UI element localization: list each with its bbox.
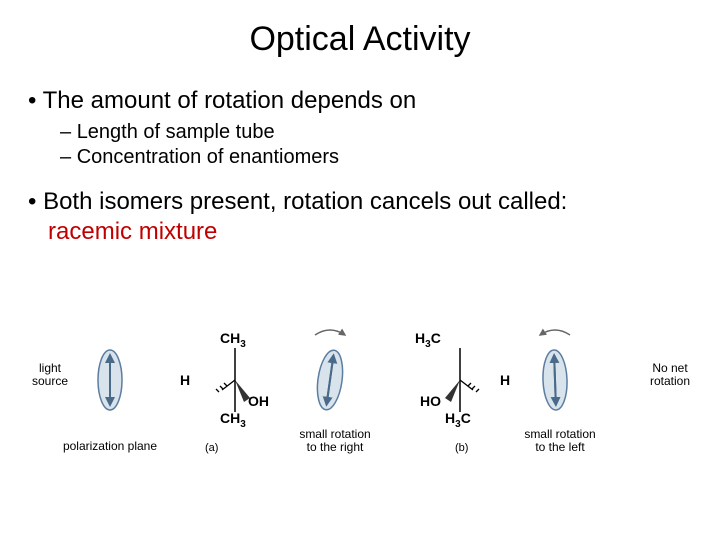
label-ho-b: HO [420, 393, 441, 409]
label-ch3-bot-a: CH3 [220, 410, 246, 430]
label-polarization-plane: polarization plane [50, 440, 170, 453]
ellipse-rot-left [542, 350, 568, 411]
label-ch3-top-a: CH3 [220, 330, 246, 350]
label-h3c-top-b: H3C [415, 330, 441, 350]
label-rot-right: small rotationto the right [295, 428, 375, 454]
label-light-source: lightsource [20, 362, 80, 388]
label-rot-left: small rotationto the left [520, 428, 600, 454]
bullet-sub-2-text: Concentration of enantiomers [77, 146, 339, 168]
bullet-main-2-highlight: racemic mixture [48, 218, 217, 245]
label-h3c-bot-b: H3C [445, 410, 471, 430]
bullet-main-1: • The amount of rotation depends on [28, 87, 692, 115]
page-title: Optical Activity [0, 20, 720, 59]
bullet-main-2: • Both isomers present, rotation cancels… [28, 187, 692, 247]
bullet-sub-1-text: Length of sample tube [77, 121, 275, 143]
bullet-sub-2: – Concentration of enantiomers [60, 146, 692, 169]
label-h-left: H [180, 372, 190, 388]
curve-arrow-left [540, 330, 570, 335]
sublabel-b: (b) [455, 442, 468, 454]
bullet-main-2-text-a: Both isomers present, rotation cancels o… [43, 188, 567, 215]
bullet-sub-1: – Length of sample tube [60, 121, 692, 144]
label-oh-a: OH [248, 393, 269, 409]
molecule-b [445, 348, 479, 412]
label-no-net: No netrotation [640, 362, 700, 388]
diagram-svg [0, 320, 720, 520]
ellipse-rot-right [314, 349, 346, 412]
sublabel-a: (a) [205, 442, 218, 454]
molecule-a [216, 348, 250, 412]
optical-activity-diagram: lightsource polarization plane H CH3 OH … [0, 320, 720, 520]
label-h-right: H [500, 372, 510, 388]
curve-arrow-right [315, 330, 345, 335]
bullet-main-1-text: The amount of rotation depends on [43, 87, 417, 114]
content-area: • The amount of rotation depends on – Le… [0, 87, 720, 247]
